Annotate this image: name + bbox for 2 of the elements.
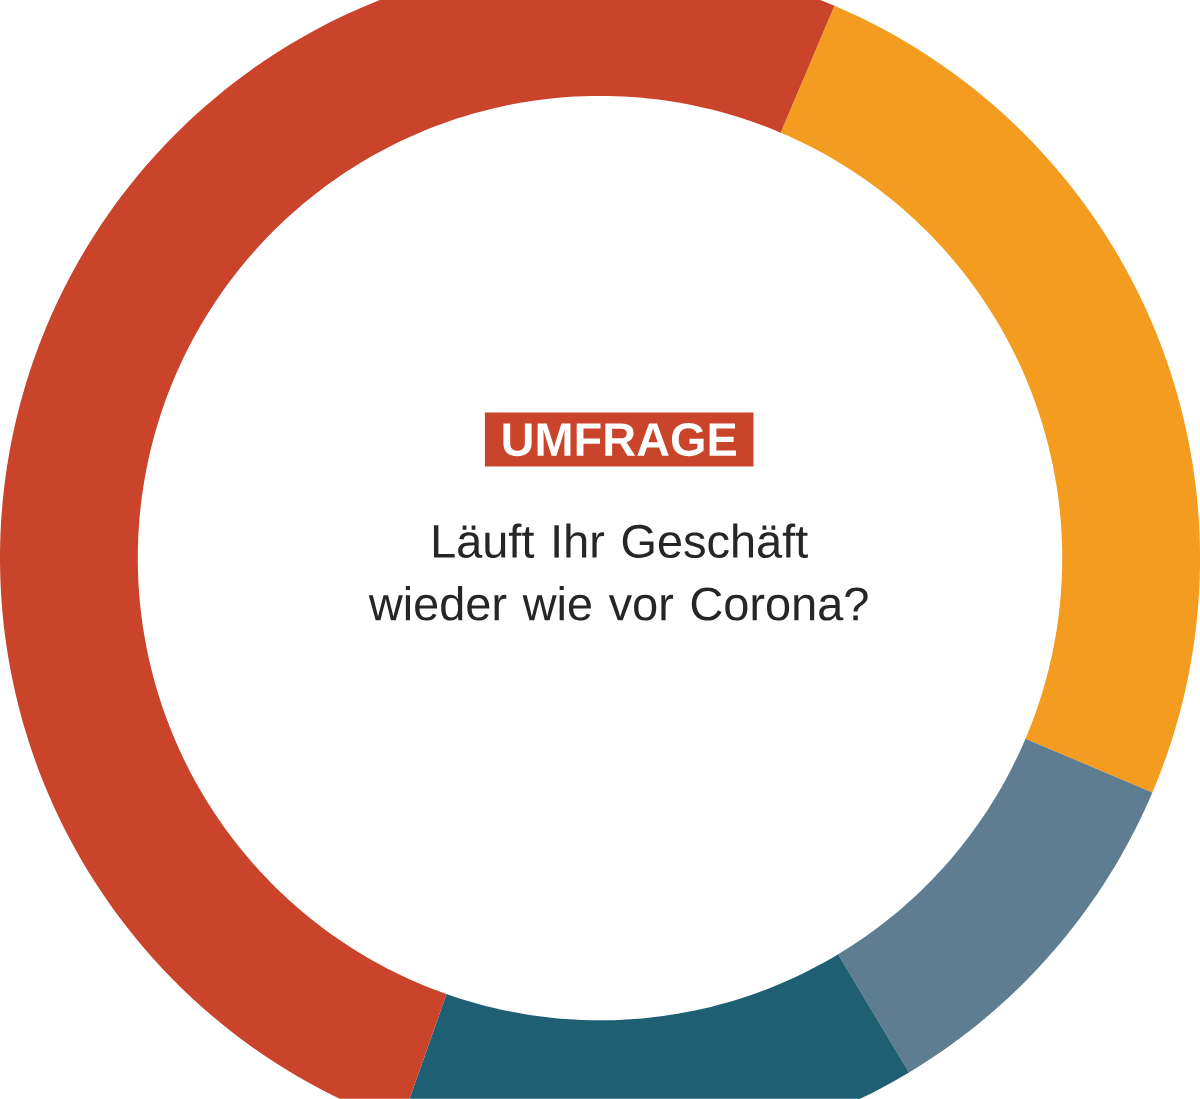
text: UMFRAGE [503, 422, 736, 457]
text: Läuft Ihr Geschäft wieder wie vor Corona? [368, 523, 868, 621]
